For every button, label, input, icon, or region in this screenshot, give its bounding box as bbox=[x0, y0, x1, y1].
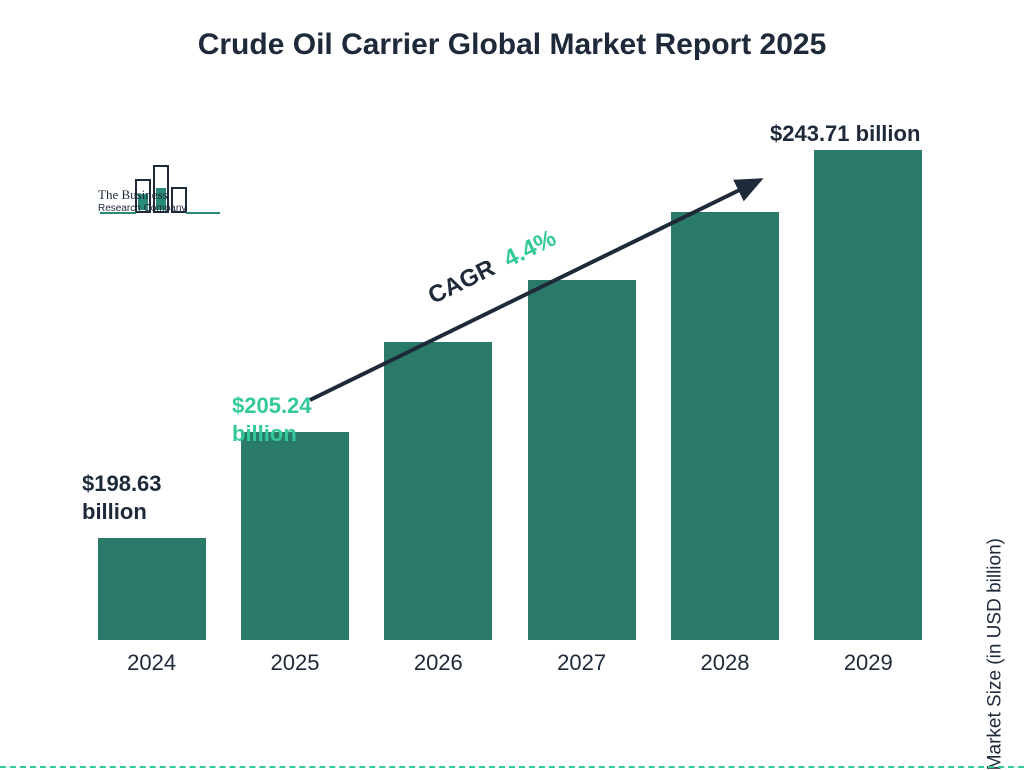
bar-2027: 2027 bbox=[528, 280, 636, 640]
xlabel: 2027 bbox=[522, 650, 642, 676]
value-line1: $205.24 bbox=[232, 393, 312, 418]
chart-title: Crude Oil Carrier Global Market Report 2… bbox=[0, 28, 1024, 62]
bar-rect bbox=[671, 212, 779, 640]
value-line2: billion bbox=[82, 499, 147, 524]
bar-2028: 2028 bbox=[671, 212, 779, 640]
xlabel: 2024 bbox=[92, 650, 212, 676]
value-line1: $243.71 billion bbox=[770, 121, 920, 146]
value-label-2024: $198.63 billion bbox=[82, 470, 162, 525]
bar-rect bbox=[814, 150, 922, 640]
bar-rect bbox=[241, 432, 349, 640]
bar-rect bbox=[384, 342, 492, 640]
title-text: Crude Oil Carrier Global Market Report 2… bbox=[198, 28, 827, 61]
bars-container: 2024 2025 2026 2027 2028 2029 bbox=[80, 120, 940, 640]
y-axis-label: Market Size (in USD billion) bbox=[984, 538, 1006, 770]
bar-rect bbox=[98, 538, 206, 640]
value-line1: $198.63 bbox=[82, 471, 162, 496]
bar-2024: 2024 bbox=[98, 538, 206, 640]
xlabel: 2025 bbox=[235, 650, 355, 676]
value-label-2029: $243.71 billion bbox=[770, 120, 920, 148]
bar-2025: 2025 bbox=[241, 432, 349, 640]
bar-2029: 2029 bbox=[814, 150, 922, 640]
bar-2026: 2026 bbox=[384, 342, 492, 640]
bar-rect bbox=[528, 280, 636, 640]
xlabel: 2026 bbox=[378, 650, 498, 676]
value-line2: billion bbox=[232, 421, 297, 446]
xlabel: 2028 bbox=[665, 650, 785, 676]
bar-chart: 2024 2025 2026 2027 2028 2029 bbox=[80, 120, 940, 680]
xlabel: 2029 bbox=[808, 650, 928, 676]
value-label-2025: $205.24 billion bbox=[232, 392, 312, 447]
